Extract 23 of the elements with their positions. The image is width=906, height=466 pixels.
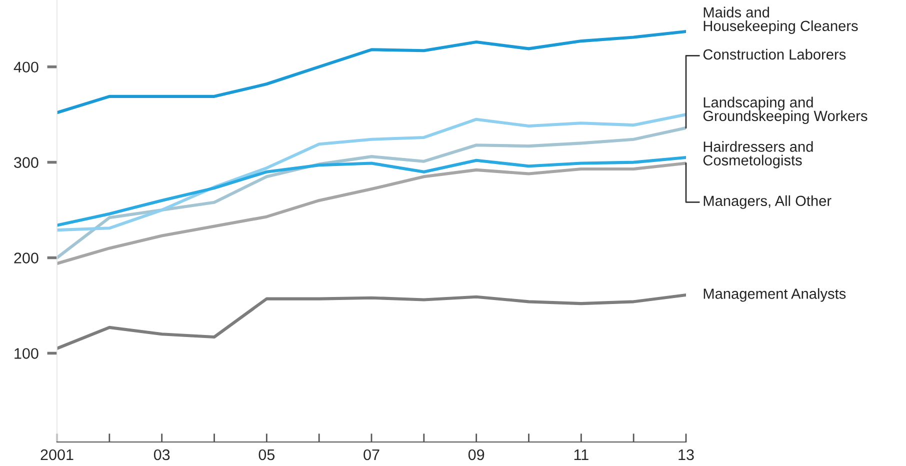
line-series [57,162,686,266]
line-series [57,156,686,227]
x-tick-label: 09 [468,449,484,460]
line-series [57,126,686,260]
x-tick-label: 03 [154,449,170,460]
x-tick-label: 13 [678,449,694,460]
line-series [57,113,686,232]
y-tick-label: 400 [14,62,38,73]
y-tick-label: 300 [14,157,38,168]
text: Managers, All Other [704,195,832,209]
y-tick-label: 200 [14,252,38,264]
x-tick-label: 05 [258,449,275,460]
line-series [57,293,686,350]
series-label: Maids and Housekeeping Cleaners [704,6,858,34]
series-label: Landscaping and Groundskeeping Workers [703,96,868,124]
x-tick-label: 11 [574,450,588,460]
series-label: Hairdressers and Cosmetologists [703,141,813,168]
y-tick-label: 100 [14,348,38,359]
text: Construction Laborers [703,48,846,60]
x-tick-label: 07 [364,449,380,460]
line-series [57,30,686,114]
x-tick-label: 2001 [40,449,74,460]
series-label: Management Analysts [704,288,846,302]
